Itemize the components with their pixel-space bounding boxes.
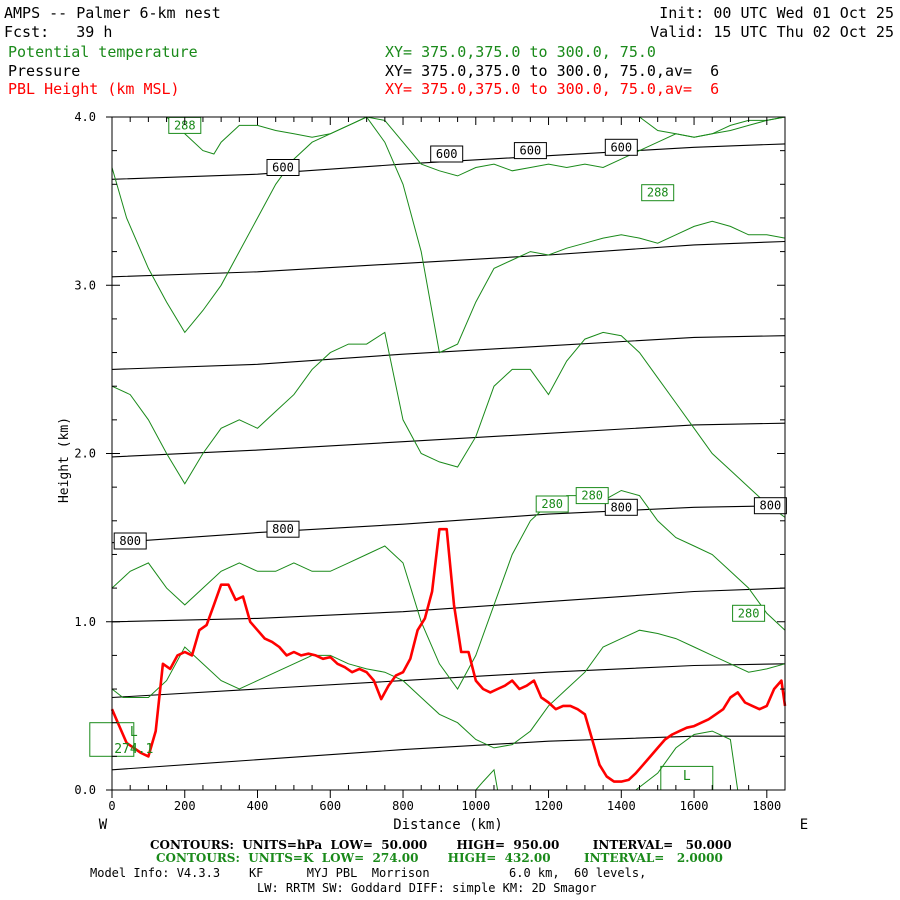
pressure-label-7: 800 <box>753 497 787 515</box>
model-info: Model Info: V4.3.3 KF MYJ PBL Morrison 6… <box>90 866 647 880</box>
valid-time: Valid: 15 UTC Thu 02 Oct 25 <box>650 23 894 41</box>
theta-contour-6 <box>475 768 499 791</box>
x-axis-label: Distance (km) <box>393 817 503 833</box>
init-time: Init: 00 UTC Wed 01 Oct 25 <box>659 4 894 22</box>
pressure-label-5: 800 <box>266 520 300 538</box>
y-tick-label-3: 3.0 <box>74 278 96 292</box>
x-tick-label-4: 800 <box>392 799 414 813</box>
x-tick-label-7: 1400 <box>607 799 636 813</box>
pressure-label-3: 600 <box>604 138 638 156</box>
svg-text:800: 800 <box>272 522 294 536</box>
svg-text:288: 288 <box>647 186 669 200</box>
svg-text:600: 600 <box>272 161 294 175</box>
theta-contour-7 <box>635 730 739 791</box>
theta-label-1: 288 <box>641 184 675 202</box>
x-tick-label-0: 0 <box>108 799 115 813</box>
field-name-pbl: PBL Height (km MSL) <box>8 80 180 98</box>
svg-text:600: 600 <box>436 147 458 161</box>
svg-text:280: 280 <box>541 497 563 511</box>
theta-label-3: 280 <box>575 487 609 505</box>
x-axis-left-label: W <box>99 817 108 833</box>
theta-label-4: 280 <box>732 604 766 622</box>
svg-text:800: 800 <box>610 500 632 514</box>
field-xy-theta: XY= 375.0,375.0 to 300.0, 75.0 <box>385 43 656 61</box>
pressure-label-4: 800 <box>113 532 147 550</box>
svg-text:600: 600 <box>520 144 542 158</box>
theta-contour-5 <box>639 116 786 138</box>
x-tick-label-3: 600 <box>319 799 341 813</box>
pressure-label-1: 600 <box>430 145 464 163</box>
pressure-label-6: 800 <box>604 498 638 516</box>
field-xy-pbl: XY= 375.0,375.0 to 300.0, 75.0,av= 6 <box>385 80 720 98</box>
svg-text:800: 800 <box>760 499 782 513</box>
field-name-pressure: Pressure <box>8 62 81 80</box>
svg-text:280: 280 <box>581 489 603 503</box>
forecast-hour: Fcst: 39 h <box>4 23 113 41</box>
pressure-contour-info: CONTOURS: UNITS=hPa LOW= 50.000 HIGH= 95… <box>150 838 732 852</box>
pressure-contour-6 <box>111 240 786 278</box>
svg-text:280: 280 <box>738 606 760 620</box>
model-physics: LW: RRTM SW: Goddard DIFF: simple KM: 2D… <box>257 881 597 895</box>
y-axis-label: Height (km) <box>57 417 72 503</box>
theta-contour-3 <box>111 116 786 354</box>
theta-contour-info: CONTOURS: UNITS=K LOW= 274.00 HIGH= 432.… <box>156 851 723 865</box>
theta-contour-4 <box>166 116 786 177</box>
x-tick-label-8: 1600 <box>680 799 709 813</box>
pressure-contour-1 <box>111 663 786 699</box>
theta-contour-1 <box>111 489 786 690</box>
x-tick-label-1: 200 <box>174 799 196 813</box>
theta-label-2: 280 <box>535 495 569 513</box>
x-axis-right-label: E <box>800 817 808 833</box>
field-xy-pressure: XY= 375.0,375.0 to 300.0, 75.0,av= 6 <box>385 62 720 80</box>
svg-text:600: 600 <box>610 140 632 154</box>
title: AMPS -- Palmer 6-km nest <box>4 4 221 22</box>
y-tick-label-4: 4.0 <box>74 110 96 124</box>
svg-text:800: 800 <box>119 534 141 548</box>
pressure-contour-7 <box>111 143 786 180</box>
pressure-contour-2 <box>111 587 786 623</box>
pbl-height-line <box>110 527 787 783</box>
y-tick-label-0: 0.0 <box>74 783 96 797</box>
svg-text:288: 288 <box>174 118 196 132</box>
pressure-contour-3 <box>111 505 786 544</box>
x-tick-label-6: 1200 <box>534 799 563 813</box>
field-name-theta: Potential temperature <box>8 43 198 61</box>
pressure-contour-5 <box>111 335 786 370</box>
theta-marker-2: L <box>683 769 691 784</box>
pressure-contour-0 <box>111 735 785 771</box>
theta-contour-0 <box>111 629 786 749</box>
y-tick-label-1: 1.0 <box>74 615 96 629</box>
theta-contour-2 <box>111 331 786 518</box>
x-tick-label-5: 1000 <box>461 799 490 813</box>
plot-frame <box>111 116 786 791</box>
pressure-label-0: 600 <box>266 159 300 176</box>
x-tick-label-2: 400 <box>247 799 269 813</box>
pressure-label-2: 600 <box>513 142 547 160</box>
x-tick-label-9: 1800 <box>752 799 781 813</box>
y-tick-label-2: 2.0 <box>74 447 96 461</box>
